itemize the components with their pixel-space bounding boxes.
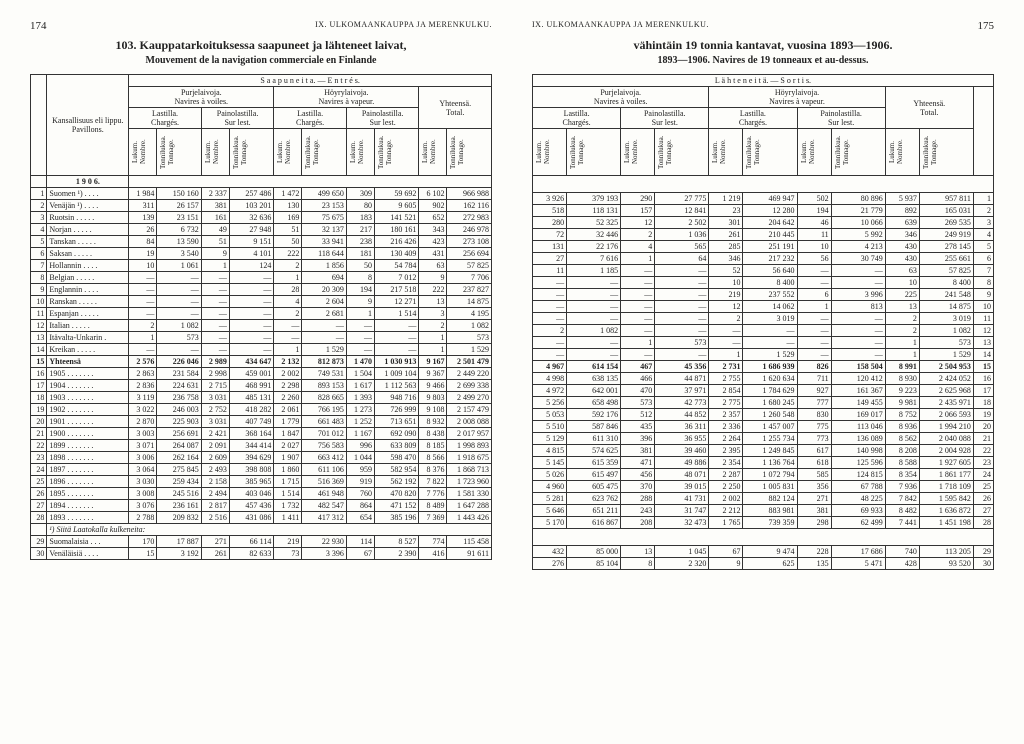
hdr-section-r: L ä h t e n e i t ä. — S o r t i s. (533, 75, 994, 87)
table-row: 5 256658 49857342 7732 7751 680 24577714… (533, 397, 994, 409)
table-row: 6Saksan . . . . .193 54094 101222118 644… (31, 248, 492, 260)
hdr-section: S a a p u n e i t a. — E n t r é s. (129, 75, 492, 87)
right-title: vähintäin 19 tonnia kantavat, vuosina 18… (532, 38, 994, 53)
table-row: 29Suomalaisia . . .17017 88727166 114219… (31, 536, 492, 548)
table-row: 4 960605 47537039 0152 2501 005 83135667… (533, 481, 994, 493)
table-row: 4 815574 62538139 4602 3951 249 84561714… (533, 445, 994, 457)
table-row: 241897 . . . . . . .3 064275 8452 493398… (31, 464, 492, 476)
table-row: 4Norjan . . . . .266 7324927 9485132 137… (31, 224, 492, 236)
table-row: ————23 019——23 01911 (533, 313, 994, 325)
left-page-header: 174 IX. ULKOMAANKAUPPA JA MERENKULKU. (30, 20, 492, 32)
table-row: 4 998638 13546644 8712 7551 620 63471112… (533, 373, 994, 385)
table-row: 5 646651 21124331 7472 212883 98138169 9… (533, 505, 994, 517)
table-row: 5 281623 76228841 7312 002882 12427148 2… (533, 493, 994, 505)
table-row: 13Itävalta-Unkarin .1573——————1573 (31, 332, 492, 344)
left-chapter: IX. ULKOMAANKAUPPA JA MERENKULKU. (315, 20, 492, 32)
table-row: 251896 . . . . . . .3 030259 4342 158385… (31, 476, 492, 488)
table-row: 12Italian . . . . .21 082——————21 082 (31, 320, 492, 332)
table-row: 181903 . . . . . . .3 119236 7583 031485… (31, 392, 492, 404)
table-row: 161905 . . . . . . .2 863231 5842 998459… (31, 368, 492, 380)
table-row: ————1214 06218131314 87510 (533, 301, 994, 313)
table-row: ————219237 55263 996225241 5489 (533, 289, 994, 301)
table-row: ————11 529——11 52914 (533, 349, 994, 361)
table-row: 15Yhteensä2 576226 0462 989434 6472 1328… (31, 356, 492, 368)
hdr-sail-fr: Navires à voiles. (175, 97, 229, 106)
table-row: 28052 325122 502301204 6424610 066639269… (533, 217, 994, 229)
table-row: 27685 10482 32096251355 47142893 52030 (533, 558, 994, 570)
hdr-total: Yhteensä. (439, 99, 471, 108)
table-row: 5 053592 17651244 8522 3571 260 54883016… (533, 409, 994, 421)
table-row: 10Ranskan . . . . .————42 604912 2711314… (31, 296, 492, 308)
table-row: 3Ruotsin . . . . .13923 15116132 6361697… (31, 212, 492, 224)
table-row: 277 616164346217 2325630 749430255 6616 (533, 253, 994, 265)
table-row: 13122 1764565285251 191104 213430278 145… (533, 241, 994, 253)
table-row: 9Englannin . . . .————2820 309194217 518… (31, 284, 492, 296)
table-row: 8Belgian . . . . .————169487 01297 706 (31, 272, 492, 284)
hdr-steam: Höyrylaivoja. (324, 88, 368, 97)
table-row: 14Kreikan . . . . .————11 529——11 529 (31, 344, 492, 356)
left-page: 174 IX. ULKOMAANKAUPPA JA MERENKULKU. 10… (30, 20, 492, 570)
table-row: 11Espanjan . . . . .————22 68111 51434 1… (31, 308, 492, 320)
right-subtitle: 1893—1906. Navires de 19 tonneaux et au-… (532, 55, 994, 66)
table-row: 1Suomen ¹) . . . .1 984150 1602 337257 4… (31, 188, 492, 200)
right-table: L ä h t e n e i t ä. — S o r t i s. Purj… (532, 74, 994, 570)
right-page: IX. ULKOMAANKAUPPA JA MERENKULKU. 175 vä… (532, 20, 994, 570)
hdr-nation-fr: Pavillons. (72, 125, 104, 134)
table-row: 191902 . . . . . . .3 022246 0032 752418… (31, 404, 492, 416)
left-table: Kansallisuus eli lippu. Pavillons. S a a… (30, 74, 492, 560)
table-row: 111 185——5256 640——6357 8257 (533, 265, 994, 277)
hdr-nation: Kansallisuus eli lippu. (52, 116, 123, 125)
table-row: 7232 44621 036261210 445115 992346249 91… (533, 229, 994, 241)
table-row: 4 972642 00147037 9712 8541 784 62992716… (533, 385, 994, 397)
table-row: 21 082——————21 08212 (533, 325, 994, 337)
table-row: 2Venäjän ¹) . . . .31126 157381103 20113… (31, 200, 492, 212)
table-row: 221899 . . . . . . .3 071264 0872 091344… (31, 440, 492, 452)
year-1906: 1 9 0 6. (47, 176, 129, 188)
hdr-total-fr: Total. (446, 108, 464, 117)
hdr-sail: Purjelaivoja. (181, 88, 222, 97)
table-row: 211900 . . . . . . .3 003256 6912 421368… (31, 428, 492, 440)
right-page-header: IX. ULKOMAANKAUPPA JA MERENKULKU. 175 (532, 20, 994, 32)
hdr-steam-fr: Navires à vapeur. (318, 97, 374, 106)
table-row: 171904 . . . . . . .2 836224 6312 715468… (31, 380, 492, 392)
table-row: 201901 . . . . . . .2 870225 9033 031407… (31, 416, 492, 428)
left-page-number: 174 (30, 20, 47, 32)
table-row: 281893 . . . . . . .2 788209 8322 516431… (31, 512, 492, 524)
table-row: ————108 400——108 4008 (533, 277, 994, 289)
right-chapter: IX. ULKOMAANKAUPPA JA MERENKULKU. (532, 20, 709, 32)
table-row: 231898 . . . . . . .3 006262 1642 609394… (31, 452, 492, 464)
table-row: 43285 000131 045679 47422817 686740113 2… (533, 546, 994, 558)
table-row: 5 026615 49745648 0712 2871 072 79458512… (533, 469, 994, 481)
table-row: 7Hollannin . . . .101 061112421 8565054 … (31, 260, 492, 272)
table-row: 518118 13115712 8412312 28019421 7798921… (533, 205, 994, 217)
table-row: 3 926379 19329027 7751 219469 94750280 8… (533, 193, 994, 205)
table-row: ——1573————157313 (533, 337, 994, 349)
table-row: 5 145615 35947149 8862 3541 136 76461812… (533, 457, 994, 469)
table-row: 30Venäläisiä . . . .153 19226182 633733 … (31, 548, 492, 560)
table-row: 5Tanskan . . . . .8413 590519 1515033 94… (31, 236, 492, 248)
left-title: 103. Kauppatarkoituksessa saapuneet ja l… (30, 38, 492, 53)
table-row: 5 510587 84643536 3112 3361 457 00777511… (533, 421, 994, 433)
right-page-number: 175 (978, 20, 995, 32)
table-row: 261895 . . . . . . .3 008245 5162 494403… (31, 488, 492, 500)
table-row: 5 170616 86720832 4731 765739 35929862 4… (533, 517, 994, 529)
table-row: 271894 . . . . . . .3 076236 1612 817457… (31, 500, 492, 512)
table-row: 5 129611 31039636 9552 2641 255 73477313… (533, 433, 994, 445)
left-subtitle: Mouvement de la navigation commerciale e… (30, 55, 492, 66)
table-row: 4 967614 15446745 3562 7311 686 93982615… (533, 361, 994, 373)
